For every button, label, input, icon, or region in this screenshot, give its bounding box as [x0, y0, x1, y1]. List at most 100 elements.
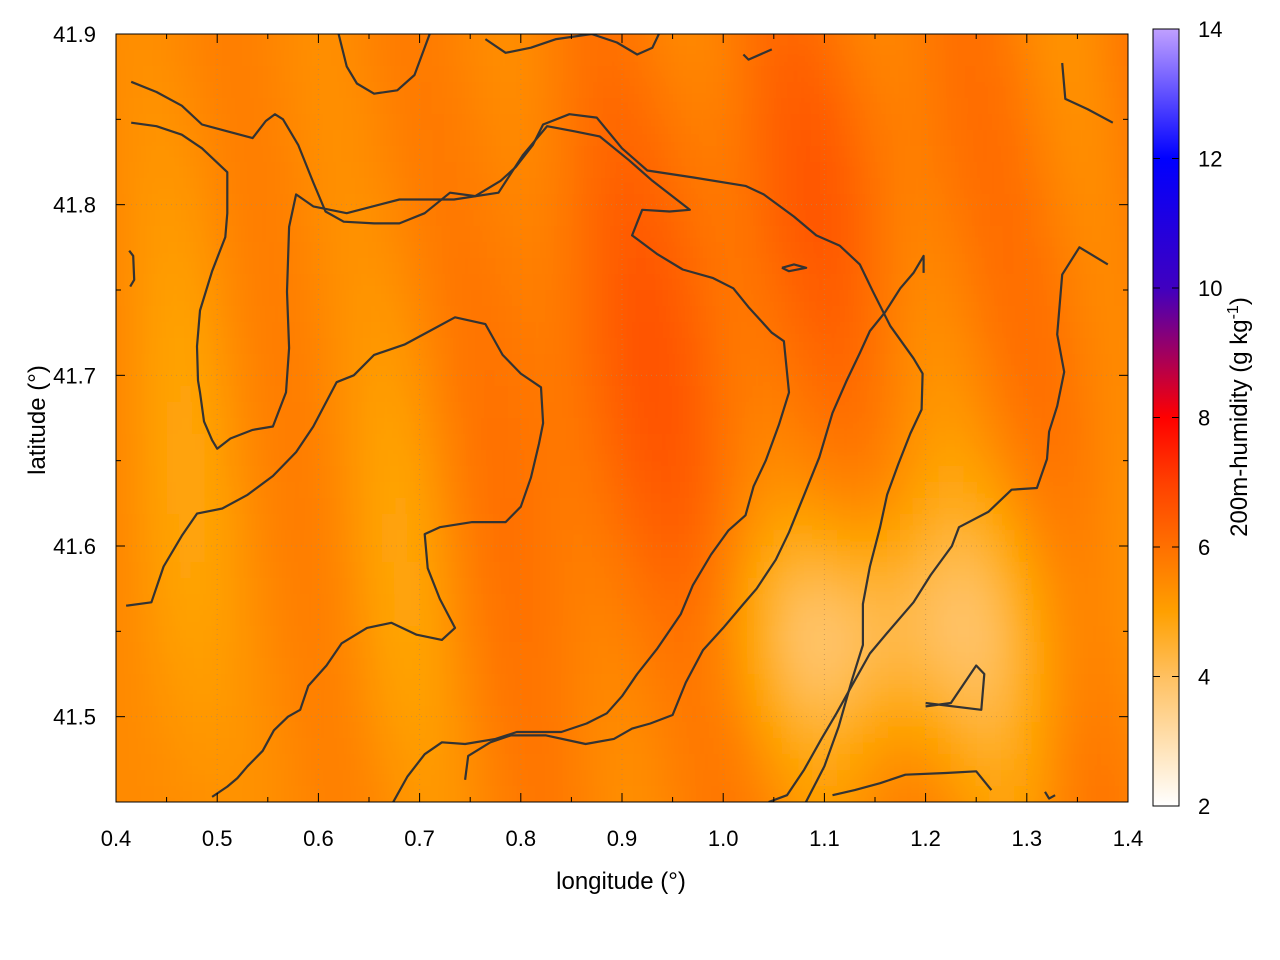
heatmap-cell	[166, 210, 181, 227]
heatmap-cell	[1102, 274, 1117, 291]
heatmap-cell	[1090, 210, 1104, 227]
heatmap-cell	[824, 130, 839, 147]
heatmap-cell	[457, 690, 472, 707]
heatmap-cell	[204, 610, 219, 627]
heatmap-cell	[723, 274, 737, 291]
heatmap-cell	[204, 82, 219, 99]
heatmap-cell	[786, 674, 801, 691]
heatmap-cell	[470, 162, 484, 179]
heatmap-cell	[179, 578, 193, 595]
heatmap-cell	[343, 306, 358, 323]
heatmap-cell	[862, 34, 877, 51]
heatmap-cell	[116, 594, 117, 611]
heatmap-cell	[470, 34, 484, 51]
heatmap-cell	[988, 562, 1003, 579]
heatmap-cell	[293, 482, 307, 499]
heatmap-cell	[887, 658, 902, 675]
heatmap-cell	[242, 338, 257, 355]
heatmap-cell	[508, 242, 522, 259]
heatmap-cell	[824, 578, 839, 595]
heatmap-cell	[204, 242, 219, 259]
heatmap-cell	[381, 274, 396, 291]
heatmap-cell	[1128, 338, 1142, 355]
heatmap-cell	[634, 226, 649, 243]
heatmap-cell	[913, 290, 927, 307]
heatmap-cell	[381, 658, 396, 675]
heatmap-cell	[546, 770, 560, 787]
heatmap-cell	[356, 706, 371, 723]
heatmap-cell	[596, 514, 611, 531]
heatmap-cell	[305, 562, 320, 579]
heatmap-cell	[432, 242, 446, 259]
heatmap-cell	[1077, 498, 1092, 515]
heatmap-cell	[482, 658, 497, 675]
heatmap-cell	[1115, 226, 1128, 243]
heatmap-cell	[166, 306, 181, 323]
heatmap-cell	[950, 242, 965, 259]
heatmap-cell	[660, 530, 674, 547]
heatmap-cell	[875, 642, 889, 659]
heatmap-cell	[406, 226, 421, 243]
heatmap-cell	[748, 386, 763, 403]
heatmap-cell	[988, 546, 1003, 563]
heatmap-cell	[672, 178, 687, 195]
heatmap-cell	[571, 786, 586, 802]
heatmap-cell	[647, 786, 661, 802]
y-tick-label: 41.8	[53, 193, 96, 218]
heatmap-cell	[419, 434, 434, 451]
heatmap-cell	[533, 626, 548, 643]
heatmap-cell	[584, 34, 598, 51]
x-tick-label: 0.5	[202, 826, 233, 851]
heatmap-cell	[913, 594, 927, 611]
heatmap-cell	[406, 546, 421, 563]
heatmap-cell	[444, 354, 459, 371]
heatmap-cell	[242, 82, 257, 99]
heatmap-cell	[116, 402, 117, 419]
heatmap-cell	[255, 674, 269, 691]
heatmap-cell	[1026, 626, 1041, 643]
heatmap-cell	[862, 786, 877, 802]
heatmap-cell	[116, 770, 130, 787]
heatmap-cell	[1052, 82, 1066, 99]
heatmap-cell	[773, 706, 788, 723]
heatmap-cell	[609, 162, 624, 179]
heatmap-cell	[1115, 546, 1128, 563]
heatmap-cell	[660, 770, 674, 787]
heatmap-cell	[1001, 594, 1016, 611]
heatmap-cell	[141, 418, 155, 435]
heatmap-cell	[166, 578, 181, 595]
heatmap-cell	[799, 50, 813, 67]
heatmap-cell	[1102, 258, 1117, 275]
heatmap-cell	[242, 626, 257, 643]
heatmap-cell	[773, 722, 788, 739]
heatmap-cell	[166, 530, 181, 547]
heatmap-cell	[571, 386, 586, 403]
heatmap-cell	[862, 706, 877, 723]
heatmap-cell	[1090, 674, 1104, 691]
heatmap-cell	[420, 802, 434, 819]
x-tick-label: 0.8	[506, 826, 537, 851]
heatmap-cell	[900, 82, 914, 99]
heatmap-cell	[1001, 226, 1016, 243]
heatmap-cell	[1001, 82, 1016, 99]
heatmap-cell	[786, 754, 801, 771]
heatmap-cell	[558, 514, 573, 531]
heatmap-cell	[1001, 690, 1016, 707]
heatmap-cell	[609, 306, 624, 323]
heatmap-cell	[128, 674, 143, 691]
heatmap-cell	[875, 114, 889, 131]
heatmap-cell	[900, 290, 914, 307]
heatmap-cell	[887, 274, 902, 291]
heatmap-cell	[267, 354, 282, 371]
heatmap-cell	[1077, 722, 1092, 739]
heatmap-cell	[318, 226, 333, 243]
heatmap-cell	[710, 594, 725, 611]
heatmap-cell	[988, 626, 1003, 643]
heatmap-cell	[432, 594, 446, 611]
heatmap-cell	[191, 50, 206, 67]
heatmap-cell	[280, 50, 295, 67]
heatmap-cell	[280, 674, 295, 691]
heatmap-cell	[622, 386, 636, 403]
heatmap-cell	[634, 146, 649, 163]
heatmap-cell	[887, 498, 902, 515]
